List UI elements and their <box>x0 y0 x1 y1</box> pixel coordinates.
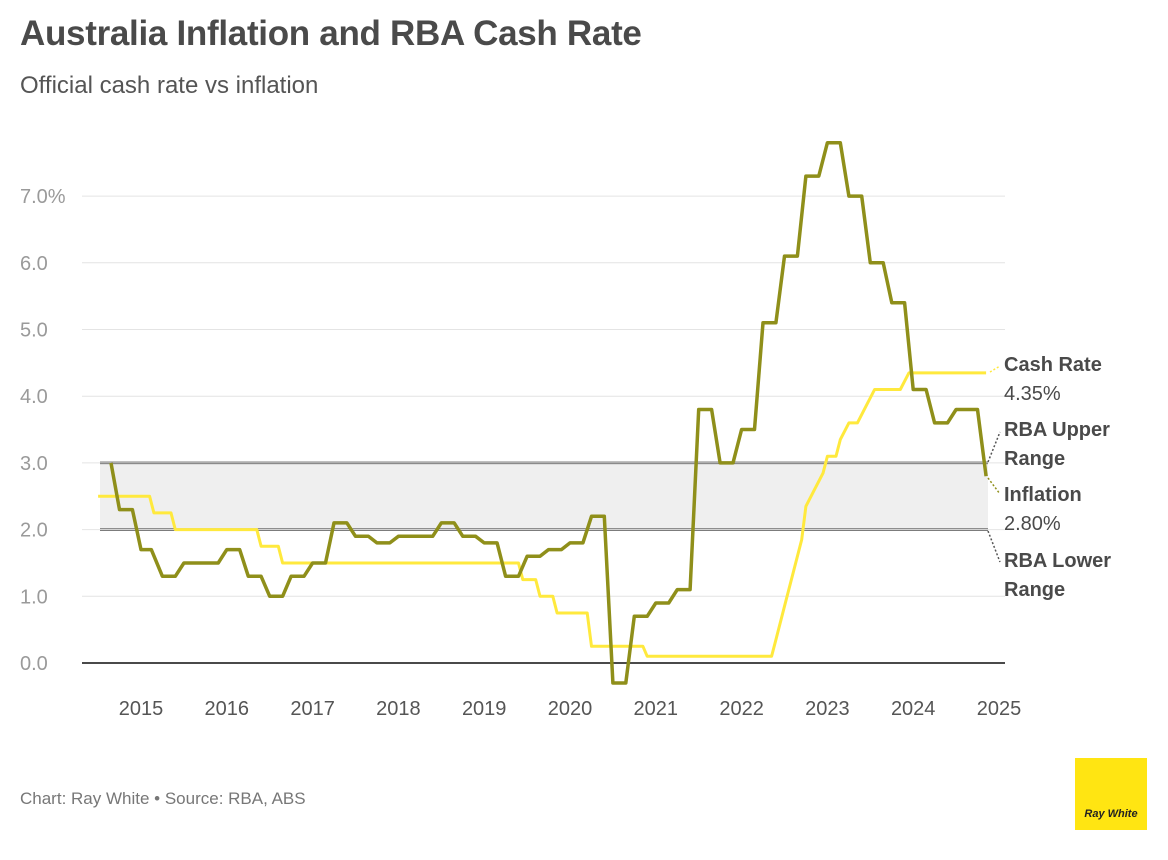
x-tick-label: 2016 <box>205 698 250 720</box>
chart-title: Australia Inflation and RBA Cash Rate <box>20 14 642 53</box>
x-axis-ticks: 2015 2016 2017 2018 2019 2020 2021 2022 2023 2024… <box>119 698 1022 720</box>
cash-rate-leader <box>989 365 1001 373</box>
x-tick-label: 2020 <box>548 698 593 720</box>
annotations: Cash Rate 4.35% RBA Upper Range Inflatio… <box>987 354 1111 601</box>
y-tick-label: 2.0 <box>20 520 48 542</box>
inflation-value: 2.80% <box>1004 513 1061 535</box>
x-tick-label: 2024 <box>891 698 936 720</box>
y-axis-ticks: 0.0 1.0 2.0 3.0 4.0 5.0 6.0 7.0% <box>20 186 66 675</box>
chart-subtitle: Official cash rate vs inflation <box>20 72 319 99</box>
x-tick-label: 2019 <box>462 698 507 720</box>
source-footer: Chart: Ray White • Source: RBA, ABS <box>20 789 306 808</box>
x-tick-label: 2021 <box>634 698 679 720</box>
series-line-inflation <box>109 140 988 685</box>
rba-lower-leader <box>987 530 1001 563</box>
rba-lower-label-line1: RBA Lower <box>1004 550 1111 572</box>
rba-upper-label-line2: Range <box>1004 448 1065 470</box>
series-lines <box>98 140 988 685</box>
inflation-label: Inflation <box>1004 484 1082 506</box>
gridlines <box>82 195 1005 664</box>
logo-text: Ray White <box>1084 808 1138 820</box>
rba-upper-leader <box>987 431 1001 463</box>
x-tick-label: 2017 <box>290 698 335 720</box>
x-tick-label: 2015 <box>119 698 164 720</box>
rba-lower-label-line2: Range <box>1004 579 1065 601</box>
y-tick-label: 6.0 <box>20 253 48 275</box>
rba-upper-label-line1: RBA Upper <box>1004 419 1110 441</box>
inflation-leader <box>987 477 1001 495</box>
ray-white-logo: Ray White <box>1075 758 1147 830</box>
cash-rate-label: Cash Rate <box>1004 354 1102 376</box>
x-tick-label: 2022 <box>719 698 764 720</box>
band-fill <box>100 462 988 530</box>
rba-target-band <box>100 461 988 531</box>
x-tick-label: 2023 <box>805 698 850 720</box>
y-tick-label: 7.0% <box>20 186 66 208</box>
x-tick-label: 2018 <box>376 698 421 720</box>
y-tick-label: 5.0 <box>20 320 48 342</box>
y-tick-label: 1.0 <box>20 586 48 608</box>
x-tick-label: 2025 <box>977 698 1022 720</box>
y-tick-label: 0.0 <box>20 653 48 675</box>
series-line-cash-rate <box>98 371 987 658</box>
y-tick-label: 4.0 <box>20 386 48 408</box>
y-tick-label: 3.0 <box>20 453 48 475</box>
cash-rate-value: 4.35% <box>1004 383 1061 405</box>
